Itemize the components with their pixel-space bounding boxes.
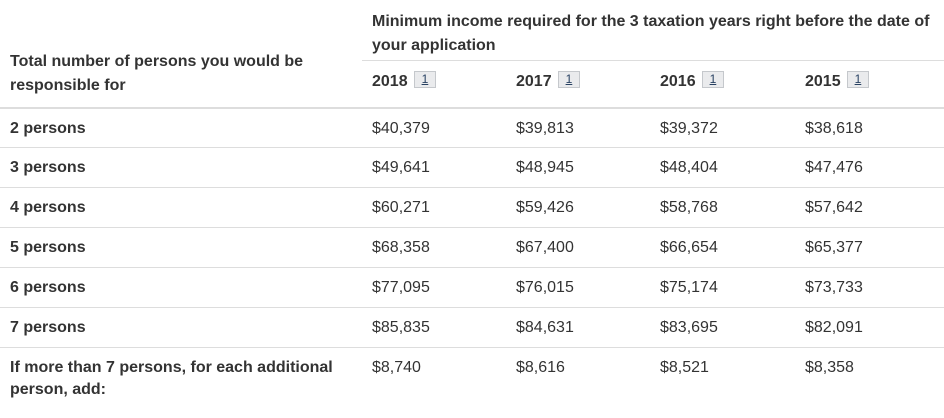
income-cell: $8,358 xyxy=(805,359,854,376)
income-cell: $73,733 xyxy=(795,267,944,308)
income-cell: $84,631 xyxy=(506,307,650,348)
income-cell: $60,271 xyxy=(362,187,506,228)
row-label: If more than 7 persons, for each additio… xyxy=(10,359,333,398)
table-row-additional: If more than 7 persons, for each additio… xyxy=(0,348,944,404)
table-row: 7 persons $85,835 $84,631 $83,695 $82,09… xyxy=(0,307,944,348)
year-header-2018: 2018 1 xyxy=(362,60,506,109)
minimum-income-table: Total number of persons you would be res… xyxy=(0,0,944,404)
table-row: 5 persons $68,358 $67,400 $66,654 $65,37… xyxy=(0,227,944,268)
income-cell: $40,379 xyxy=(362,107,506,148)
income-cell: $39,813 xyxy=(506,107,650,148)
income-cell: $59,426 xyxy=(506,187,650,228)
year-header-2015: 2015 1 xyxy=(795,60,944,109)
table-row: 2 persons $40,379 $39,813 $39,372 $38,61… xyxy=(0,107,944,148)
income-cell: $85,835 xyxy=(362,307,506,348)
income-cell: $38,618 xyxy=(795,107,944,148)
income-cell: $76,015 xyxy=(506,267,650,308)
income-cell: $8,521 xyxy=(660,359,709,376)
row-label: 5 persons xyxy=(0,227,362,268)
footnote-link[interactable]: 1 xyxy=(701,71,725,88)
income-cell: $47,476 xyxy=(795,147,944,188)
income-cell: $75,174 xyxy=(650,267,795,308)
table-row: 6 persons $77,095 $76,015 $75,174 $73,73… xyxy=(0,267,944,308)
income-group-header: Minimum income required for the 3 taxati… xyxy=(362,0,944,61)
income-cell: $48,945 xyxy=(506,147,650,188)
income-cell: $77,095 xyxy=(362,267,506,308)
year-label: 2016 xyxy=(660,73,696,90)
income-cell: $57,642 xyxy=(795,187,944,228)
income-cell: $58,768 xyxy=(650,187,795,228)
income-cell: $65,377 xyxy=(795,227,944,268)
income-cell: $48,404 xyxy=(650,147,795,188)
year-label: 2015 xyxy=(805,73,841,90)
year-label: 2017 xyxy=(516,73,552,90)
income-cell: $8,740 xyxy=(372,359,421,376)
row-label: 6 persons xyxy=(0,267,362,308)
year-label: 2018 xyxy=(372,73,408,90)
income-cell: $8,616 xyxy=(516,359,565,376)
table-row: 3 persons $49,641 $48,945 $48,404 $47,47… xyxy=(0,147,944,188)
income-cell: $49,641 xyxy=(362,147,506,188)
income-cell: $83,695 xyxy=(650,307,795,348)
year-header-2017: 2017 1 xyxy=(506,60,650,109)
row-label: 4 persons xyxy=(0,187,362,228)
row-label: 7 persons xyxy=(0,307,362,348)
footnote-link[interactable]: 1 xyxy=(413,71,437,88)
income-cell: $39,372 xyxy=(650,107,795,148)
footnote-link[interactable]: 1 xyxy=(846,71,870,88)
row-label: 2 persons xyxy=(0,107,362,148)
persons-column-header: Total number of persons you would be res… xyxy=(0,0,362,109)
year-header-2016: 2016 1 xyxy=(650,60,795,109)
table-row: 4 persons $60,271 $59,426 $58,768 $57,64… xyxy=(0,187,944,228)
income-cell: $67,400 xyxy=(506,227,650,268)
income-cell: $66,654 xyxy=(650,227,795,268)
footnote-link[interactable]: 1 xyxy=(557,71,581,88)
income-cell: $82,091 xyxy=(795,307,944,348)
income-cell: $68,358 xyxy=(362,227,506,268)
row-label: 3 persons xyxy=(0,147,362,188)
